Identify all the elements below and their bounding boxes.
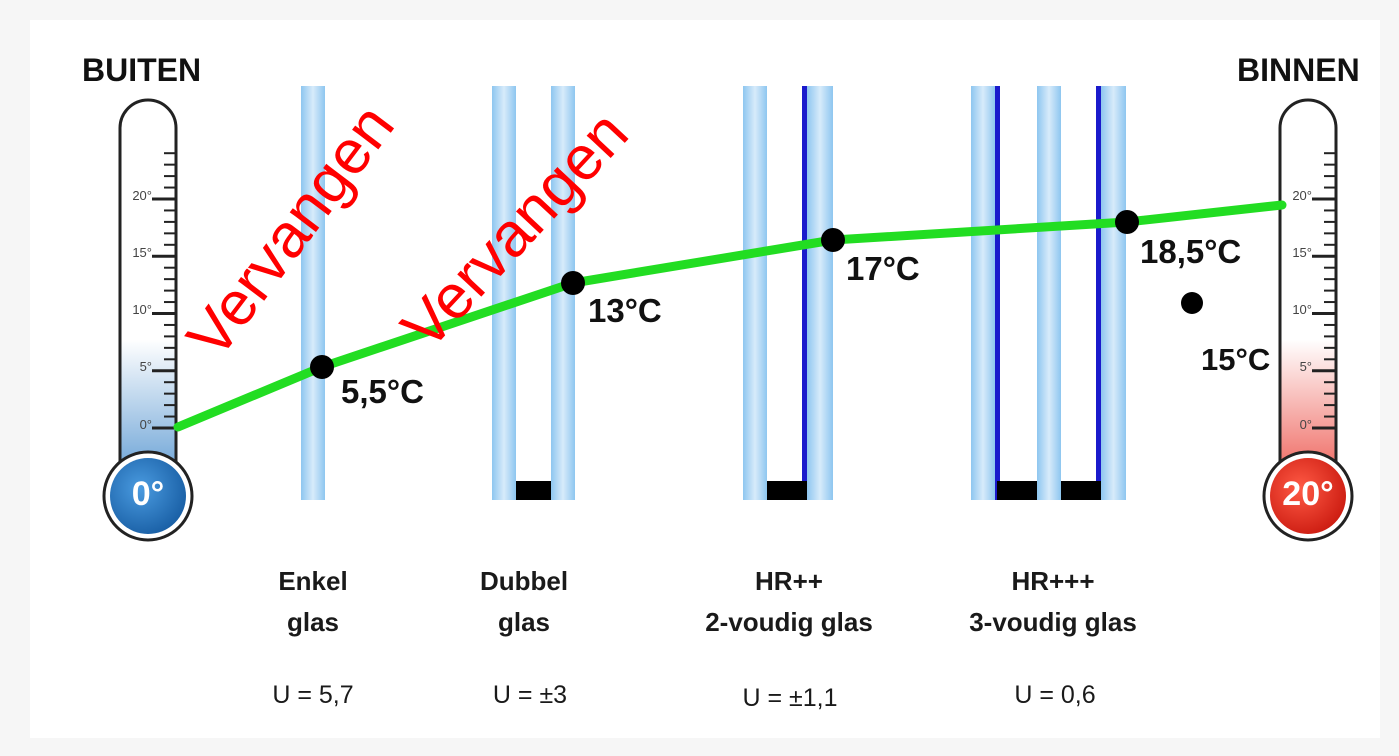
tick-label-left: 0° xyxy=(139,417,152,432)
glass-pane xyxy=(301,86,325,500)
glazing-name-line2: 3-voudig glas xyxy=(969,607,1137,637)
u-value-double: U = ±3 xyxy=(492,681,568,709)
spacer xyxy=(997,481,1037,500)
u-value-single: U = 5,7 xyxy=(272,681,354,709)
glazing-name-line1: HR++ xyxy=(755,566,823,596)
inside-temp: 20° xyxy=(1282,475,1334,513)
glazing-name-line2: 2-voudig glas xyxy=(705,607,873,637)
warm-bulb xyxy=(1270,458,1346,534)
temperature-line xyxy=(173,200,1287,432)
glazing-name-double: Dubbel glas xyxy=(404,561,644,643)
tick-label-left: 15° xyxy=(132,245,152,260)
outside-temp: 0° xyxy=(131,475,165,513)
tick-label-right: 15° xyxy=(1292,245,1312,260)
coating-layer xyxy=(802,86,807,500)
temp-label-hr-plus-plus: 17°C xyxy=(846,250,920,287)
point-single xyxy=(310,355,334,379)
glazing-name-hr-triple: HR+++ 3-voudig glas xyxy=(933,561,1173,643)
hr-plus-plus-glass xyxy=(743,86,833,500)
coating-layer xyxy=(1096,86,1101,500)
inside-label: BINNEN xyxy=(1237,52,1360,88)
glass-pane xyxy=(971,86,995,500)
inside-thermometer xyxy=(1262,98,1354,542)
point-hr-plus-plus xyxy=(821,228,845,252)
point-hr-triple xyxy=(1115,210,1139,234)
glazing-name-line1: Dubbel xyxy=(479,566,569,596)
tick-label-right: 20° xyxy=(1292,188,1312,203)
temp-label-extra: 15°C xyxy=(1201,342,1271,377)
spacer xyxy=(767,481,807,500)
glass-pane xyxy=(1101,86,1126,500)
glazing-name-single: Enkel glas xyxy=(193,561,433,643)
tick-label-left: 20° xyxy=(132,188,152,203)
glazing-name-line1: HR+++ xyxy=(1011,566,1095,596)
temp-label-hr-triple: 18,5°C xyxy=(1140,233,1242,270)
tick-label-left: 5° xyxy=(139,359,152,374)
spacer xyxy=(516,481,551,500)
point-double xyxy=(561,271,585,295)
glass-pane xyxy=(807,86,833,500)
tick-label-left: 10° xyxy=(132,302,152,317)
right-tick-marks xyxy=(1312,152,1336,430)
coating-layer xyxy=(995,86,1000,500)
temp-label-double: 13°C xyxy=(588,292,662,329)
hr-triple-glass xyxy=(971,86,1126,500)
u-value-hr-plus-plus: U = ±1,1 xyxy=(742,684,838,712)
point-extra xyxy=(1181,292,1203,314)
cold-bulb xyxy=(110,458,186,534)
glazing-name-line2: glas xyxy=(286,607,340,637)
double-glass xyxy=(492,86,575,500)
temp-label-single: 5,5°C xyxy=(341,373,424,410)
outside-label: BUITEN xyxy=(82,52,202,88)
outside-thermometer xyxy=(102,98,194,542)
tick-label-right: 10° xyxy=(1292,302,1312,317)
glazing-name-line2: glas xyxy=(497,607,551,637)
single-glass xyxy=(301,86,325,500)
spacer xyxy=(1061,481,1101,500)
diagram-card xyxy=(30,20,1380,738)
glass-pane xyxy=(743,86,767,500)
glass-pane xyxy=(492,86,516,500)
glazing-name-hr-plus-plus: HR++ 2-voudig glas xyxy=(669,561,909,643)
u-value-hr-triple: U = 0,6 xyxy=(1014,681,1096,709)
tick-label-right: 5° xyxy=(1299,359,1312,374)
left-tick-marks xyxy=(152,152,176,430)
glazing-name-line1: Enkel xyxy=(278,566,348,596)
glass-pane xyxy=(1037,86,1061,500)
tick-label-right: 0° xyxy=(1299,417,1312,432)
